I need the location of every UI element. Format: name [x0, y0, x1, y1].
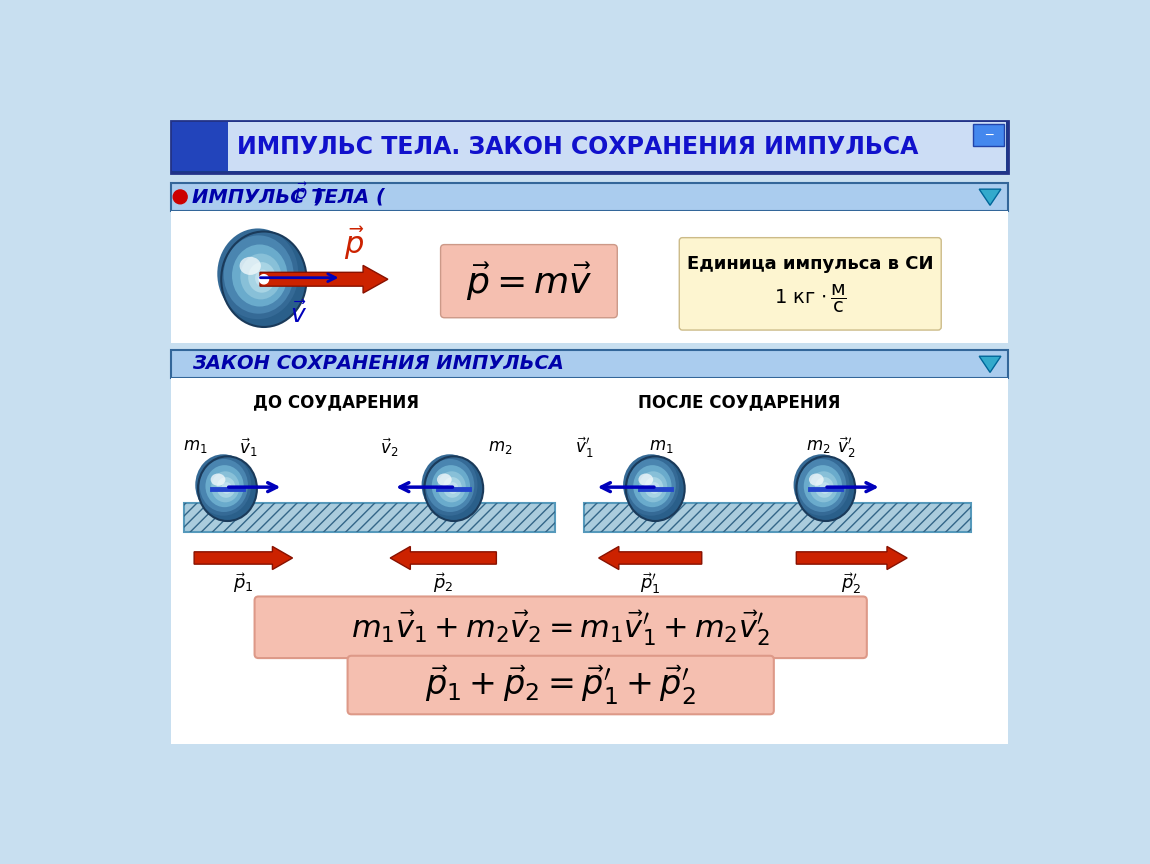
Bar: [184, 503, 554, 532]
Ellipse shape: [240, 253, 282, 300]
Text: 1 кг $\cdot\,\dfrac{\text{м}}{\text{с}}$: 1 кг $\cdot\,\dfrac{\text{м}}{\text{с}}$: [774, 283, 846, 314]
Circle shape: [174, 190, 187, 204]
Bar: [171, 350, 1007, 378]
Bar: [171, 121, 1007, 173]
Ellipse shape: [210, 473, 225, 486]
Ellipse shape: [804, 465, 842, 507]
Ellipse shape: [221, 482, 232, 494]
Ellipse shape: [198, 456, 256, 521]
Text: $\vec{p}_1 + \vec{p}_2 = \vec{p}_1^{\prime} + \vec{p}_2^{\prime}$: $\vec{p}_1 + \vec{p}_2 = \vec{p}_1^{\pri…: [426, 664, 696, 708]
Ellipse shape: [424, 456, 483, 521]
Polygon shape: [979, 189, 1000, 206]
Text: ДО СОУДАРЕНИЯ: ДО СОУДАРЕНИЯ: [253, 393, 419, 411]
Text: $\vec{v}_1^{\prime}$: $\vec{v}_1^{\prime}$: [575, 435, 593, 461]
Polygon shape: [979, 356, 1000, 372]
Text: ПОСЛЕ СОУДАРЕНИЯ: ПОСЛЕ СОУДАРЕНИЯ: [638, 393, 841, 411]
Text: $\vec{v}_2^{\prime}$: $\vec{v}_2^{\prime}$: [837, 435, 856, 461]
Bar: [184, 503, 554, 532]
Text: ЗАКОН СОХРАНЕНИЯ ИМПУЛЬСА: ЗАКОН СОХРАНЕНИЯ ИМПУЛЬСА: [192, 354, 564, 373]
Text: $\vec{p}_1^{\prime}$: $\vec{p}_1^{\prime}$: [639, 571, 660, 596]
Ellipse shape: [644, 477, 664, 498]
Bar: [584, 503, 972, 532]
Polygon shape: [390, 546, 497, 569]
Bar: [584, 503, 972, 532]
Text: $\vec{p}_2^{\prime}$: $\vec{p}_2^{\prime}$: [841, 571, 861, 596]
Circle shape: [259, 275, 268, 284]
FancyBboxPatch shape: [254, 596, 867, 658]
Bar: [171, 378, 1007, 744]
Text: Единица импульса в СИ: Единица импульса в СИ: [687, 255, 934, 273]
Ellipse shape: [426, 459, 474, 512]
Polygon shape: [796, 546, 907, 569]
Text: $\vec{v}_1$: $\vec{v}_1$: [239, 436, 258, 459]
Ellipse shape: [820, 482, 830, 494]
Text: $m_1 \vec{v}_1 + m_2 \vec{v}_2 = m_1 \vec{v}_1^{\prime} + m_2 \vec{v}_2^{\prime}: $m_1 \vec{v}_1 + m_2 \vec{v}_2 = m_1 \ve…: [351, 608, 770, 648]
Ellipse shape: [815, 477, 834, 498]
Ellipse shape: [437, 471, 466, 502]
Text: ─: ─: [984, 129, 992, 142]
Ellipse shape: [224, 235, 293, 314]
Ellipse shape: [793, 454, 850, 516]
Ellipse shape: [623, 454, 678, 516]
Bar: [172, 122, 1006, 171]
Ellipse shape: [216, 477, 236, 498]
Ellipse shape: [628, 459, 676, 512]
Ellipse shape: [255, 270, 270, 287]
Ellipse shape: [206, 465, 244, 507]
Ellipse shape: [626, 456, 684, 521]
Text: $m_1$: $m_1$: [183, 437, 207, 455]
Ellipse shape: [443, 477, 462, 498]
Ellipse shape: [221, 232, 307, 327]
Text: $m_1$: $m_1$: [649, 437, 674, 455]
Ellipse shape: [422, 454, 477, 516]
Ellipse shape: [798, 459, 846, 512]
Text: $\vec{p} = m\vec{v}$: $\vec{p} = m\vec{v}$: [466, 260, 592, 303]
Polygon shape: [260, 265, 388, 293]
Ellipse shape: [808, 473, 823, 486]
FancyBboxPatch shape: [347, 656, 774, 715]
Text: $\vec{p}$: $\vec{p}$: [294, 181, 308, 206]
Ellipse shape: [796, 456, 856, 521]
Text: $m_2$: $m_2$: [806, 437, 830, 455]
Text: ИМПУЛЬС ТЕЛА (: ИМПУЛЬС ТЕЛА (: [192, 187, 398, 206]
Text: $\vec{v}$: $\vec{v}$: [290, 302, 307, 328]
FancyBboxPatch shape: [680, 238, 941, 330]
Ellipse shape: [200, 459, 248, 512]
Ellipse shape: [810, 471, 837, 502]
Ellipse shape: [634, 465, 672, 507]
FancyBboxPatch shape: [440, 245, 618, 318]
Bar: [171, 211, 1007, 343]
Ellipse shape: [638, 473, 653, 486]
Ellipse shape: [239, 257, 261, 275]
Bar: [973, 124, 1004, 146]
Ellipse shape: [196, 454, 251, 516]
Ellipse shape: [649, 482, 660, 494]
Ellipse shape: [212, 471, 239, 502]
Text: $\vec{v}_2$: $\vec{v}_2$: [380, 436, 398, 459]
Text: ИМПУЛЬС ТЕЛА. ЗАКОН СОХРАНЕНИЯ ИМПУЛЬСА: ИМПУЛЬС ТЕЛА. ЗАКОН СОХРАНЕНИЯ ИМПУЛЬСА: [237, 135, 918, 159]
Text: $m_2$: $m_2$: [488, 438, 512, 456]
Polygon shape: [599, 546, 702, 569]
Ellipse shape: [447, 482, 458, 494]
Ellipse shape: [437, 473, 452, 486]
Bar: [171, 183, 1007, 211]
Ellipse shape: [217, 228, 298, 319]
Ellipse shape: [431, 465, 470, 507]
Text: $\vec{p}$: $\vec{p}$: [344, 226, 365, 263]
Polygon shape: [194, 546, 292, 569]
Ellipse shape: [248, 262, 276, 293]
Text: ): ): [308, 187, 323, 206]
Ellipse shape: [232, 245, 288, 307]
Ellipse shape: [639, 471, 667, 502]
Text: $\vec{p}_1$: $\vec{p}_1$: [232, 571, 253, 595]
Bar: [172, 122, 228, 171]
Text: $\vec{p}_2$: $\vec{p}_2$: [434, 571, 454, 595]
